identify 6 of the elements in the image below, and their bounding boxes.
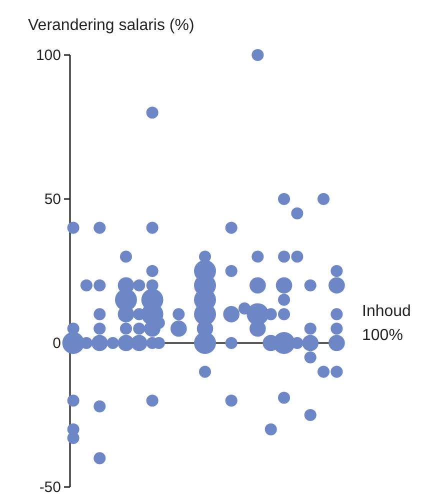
y-tick-label: 100 [36,46,61,64]
y-axis-title: Verandering salaris (%) [28,17,194,34]
x-axis-title: Inhoud 100% [362,303,411,344]
y-tick-label: 50 [44,190,61,208]
y-tick-label: -50 [39,478,61,494]
y-tick-label: 0 [52,334,61,352]
